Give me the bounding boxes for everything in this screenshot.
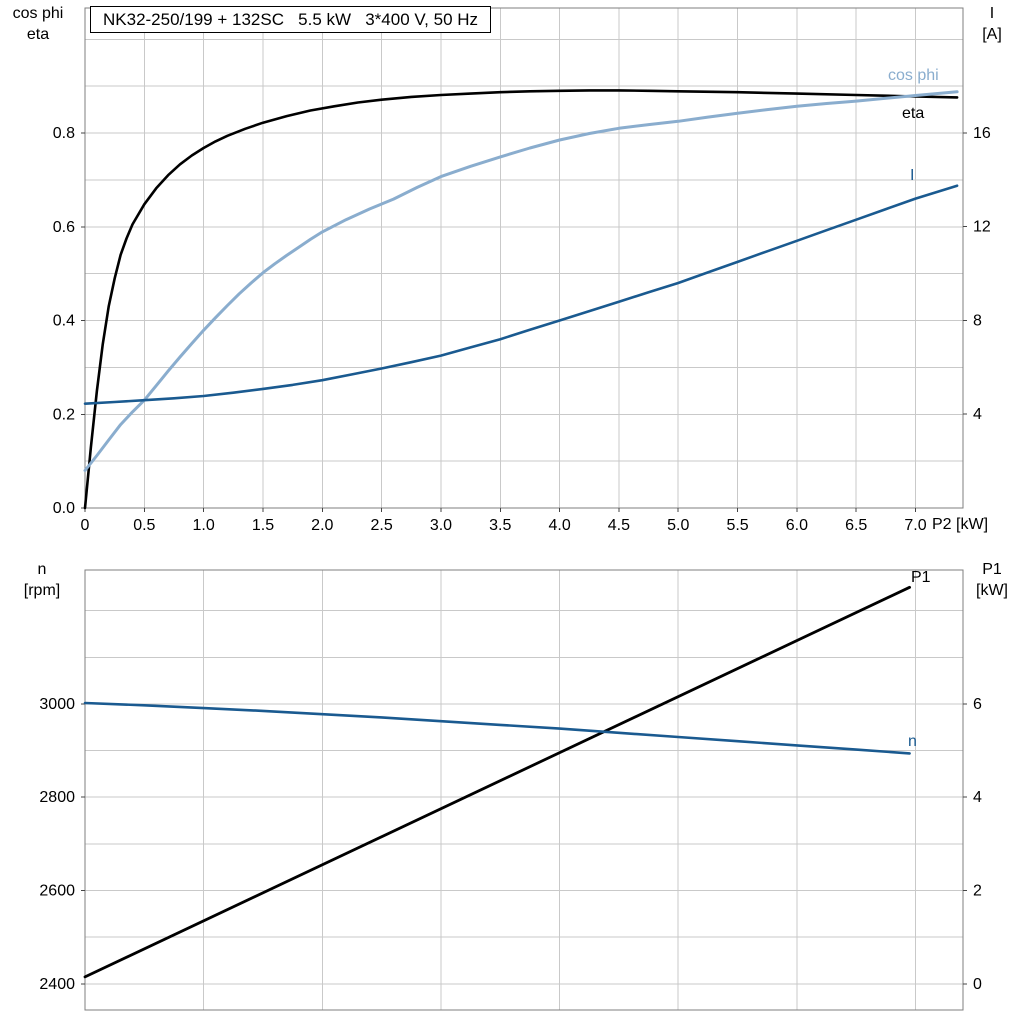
axis-title-eta: eta [26, 26, 50, 43]
x-tick-label: 1.0 [193, 517, 215, 534]
top-left-axis-title: cos phi eta [4, 3, 72, 45]
axis-title-kw-unit: [kW] [976, 582, 1008, 599]
bottom-left-axis-title: n [rpm] [14, 559, 70, 601]
left-tick-label: 3000 [39, 696, 75, 713]
right-tick-label: 16 [973, 125, 991, 142]
x-tick-label: 3.0 [430, 517, 452, 534]
curve-label-i: I [910, 167, 914, 184]
left-tick-label: 2800 [39, 789, 75, 806]
chart-title-box: NK32-250/199 + 132SC 5.5 kW 3*400 V, 50 … [90, 6, 492, 33]
x-tick-label: 2.0 [311, 517, 333, 534]
curve-label-p1: P1 [911, 569, 931, 586]
curve-n [83, 701, 911, 755]
right-tick-label: 4 [973, 789, 982, 806]
left-tick-label: 0.8 [53, 125, 75, 142]
x-tick-label: 1.5 [252, 517, 274, 534]
right-tick-label: 12 [973, 219, 991, 236]
left-tick-label: 2400 [39, 976, 75, 993]
x-tick-label: 3.5 [489, 517, 511, 534]
x-tick-label: 5.0 [667, 517, 689, 534]
axis-title-speed: n [37, 561, 47, 578]
left-tick-label: 0.4 [53, 313, 75, 330]
curve-label-cos-phi: cos phi [888, 67, 939, 84]
chart-title: NK32-250/199 + 132SC 5.5 kW 3*400 V, 50 … [103, 9, 479, 29]
right-tick-label: 4 [973, 406, 982, 423]
axis-title-p1: P1 [982, 561, 1002, 578]
curve-cos-phi [83, 90, 959, 472]
plot-frame [84, 569, 964, 1011]
x-tick-label: 2.5 [370, 517, 392, 534]
right-tick-label: 0 [973, 976, 982, 993]
top-right-axis-title: I [A] [966, 3, 1018, 45]
axis-title-ampere-unit: [A] [982, 26, 1002, 43]
x-tick-label: 0.5 [133, 517, 155, 534]
right-tick-label: 2 [973, 883, 982, 900]
x-tick-label: 6.5 [845, 517, 867, 534]
axis-title-current: I [989, 5, 995, 22]
left-tick-label: 0.2 [53, 406, 75, 423]
x-tick-label: 6.0 [786, 517, 808, 534]
axis-title-cos-phi: cos phi [12, 5, 64, 22]
curve-label-eta: eta [902, 105, 924, 122]
x-tick-label: 4.0 [548, 517, 570, 534]
bottom-right-axis-title: P1 [kW] [964, 559, 1020, 601]
curve-eta [83, 89, 959, 510]
axis-title-rpm-unit: [rpm] [23, 582, 61, 599]
left-tick-label: 2600 [39, 883, 75, 900]
plot-frame [84, 7, 964, 509]
x-tick-label: 5.5 [726, 517, 748, 534]
curve-i [83, 184, 959, 406]
x-tick-label: 7.0 [904, 517, 926, 534]
curve-p1 [83, 585, 911, 979]
left-tick-label: 0.0 [53, 500, 75, 517]
x-tick-label: 0 [81, 517, 90, 534]
x-axis-title: P2 [kW] [932, 516, 989, 533]
x-tick-label: 4.5 [608, 517, 630, 534]
right-tick-label: 6 [973, 696, 982, 713]
curve-label-n: n [908, 733, 917, 750]
right-tick-label: 8 [973, 312, 982, 329]
left-tick-label: 0.6 [53, 219, 75, 236]
